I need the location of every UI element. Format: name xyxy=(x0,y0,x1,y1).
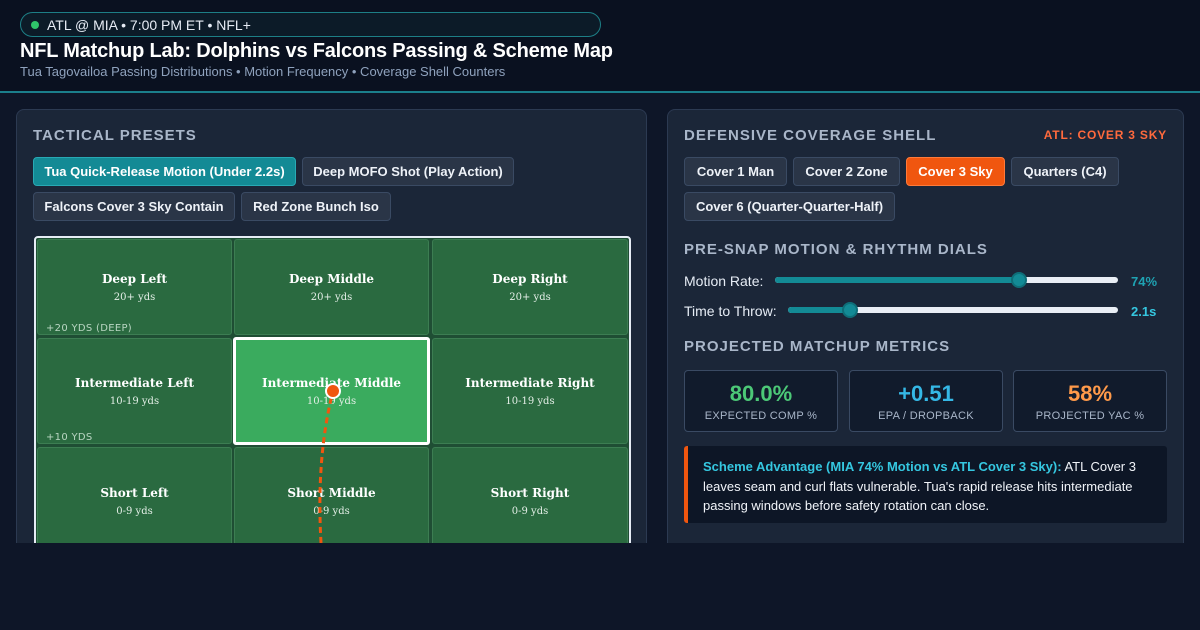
metric-expected-comp: 80.0% EXPECTED COMP % xyxy=(684,370,838,432)
yard-marker-deep: +20 YDS (DEEP) xyxy=(46,323,132,334)
time-to-throw-slider[interactable] xyxy=(788,302,1118,318)
metric-projected-yac-value: 58% xyxy=(1067,380,1113,406)
zone-short-middle[interactable]: Short Middle 0-9 yds xyxy=(234,447,429,554)
metric-epa-dropback: +0.51 EPA / DROPBACK xyxy=(849,370,1003,432)
zone-short-left[interactable]: Short Left 0-9 yds xyxy=(37,447,232,554)
motion-rate-value: 74% xyxy=(1131,274,1158,289)
zone-short-middle-range: 0-9 yds xyxy=(313,505,350,517)
pass-route-path xyxy=(318,390,335,544)
game-info-badge: ATL @ MIA • 7:00 PM ET • NFL+ xyxy=(20,12,601,37)
coverage-panel: DEFENSIVE COVERAGE SHELL ATL: COVER 3 SK… xyxy=(667,109,1184,559)
zone-deep-right-range: 20+ yds xyxy=(509,291,551,303)
zone-short-right-name: Short Right xyxy=(490,485,570,500)
metric-expected-comp-value: 80.0% xyxy=(729,380,793,406)
zone-intermediate-right-name: Intermediate Right xyxy=(465,375,595,390)
game-info-text: ATL @ MIA • 7:00 PM ET • NFL+ xyxy=(47,16,251,33)
metrics-title: PROJECTED MATCHUP METRICS xyxy=(684,338,951,355)
yard-marker-mid: +10 YDS xyxy=(46,432,93,443)
metric-expected-comp-label: EXPECTED COMP % xyxy=(704,409,818,422)
callout-body: ATL Cover 3 leaves seam and curl flats v… xyxy=(703,459,1136,513)
time-to-throw-label: Time to Throw: xyxy=(684,303,777,319)
motion-rate-label: Motion Rate: xyxy=(684,273,764,289)
header: ATL @ MIA • 7:00 PM ET • NFL+ NFL Matchu… xyxy=(0,0,1200,93)
motion-rate-slider[interactable] xyxy=(775,272,1118,288)
time-to-throw-thumb[interactable] xyxy=(842,302,858,318)
zone-intermediate-right-range: 10-19 yds xyxy=(505,395,555,407)
preset-red-zone-bunch-button[interactable]: Red Zone Bunch Iso xyxy=(241,192,391,221)
passing-field-map: Deep Left 20+ yds Deep Middle 20+ yds De… xyxy=(34,236,631,556)
dials-title: PRE-SNAP MOTION & RHYTHM DIALS xyxy=(684,241,988,258)
metric-projected-yac: 58% PROJECTED YAC % xyxy=(1013,370,1167,432)
motion-rate-thumb[interactable] xyxy=(1011,272,1027,288)
coverage-cover6-button[interactable]: Cover 6 (Quarter-Quarter-Half) xyxy=(684,192,895,221)
zone-deep-left-range: 20+ yds xyxy=(113,291,156,303)
pass-target-marker xyxy=(325,383,341,399)
zone-deep-middle[interactable]: Deep Middle 20+ yds xyxy=(234,239,429,335)
callout-lead: Scheme Advantage (MIA 74% Motion vs ATL … xyxy=(703,459,1062,474)
coverage-shell-badge: ATL: COVER 3 SKY xyxy=(1043,128,1167,142)
preset-cover3-contain-button[interactable]: Falcons Cover 3 Sky Contain xyxy=(33,192,235,221)
preset-quick-release-button[interactable]: Tua Quick-Release Motion (Under 2.2s) xyxy=(33,157,296,186)
zone-intermediate-left[interactable]: Intermediate Left 10-19 yds xyxy=(37,338,232,444)
pass-route-overlay xyxy=(318,383,341,544)
zone-short-right-range: 0-9 yds xyxy=(511,505,549,517)
coverage-cover1-button[interactable]: Cover 1 Man xyxy=(684,157,787,186)
live-dot-icon xyxy=(31,20,39,29)
presets-title: TACTICAL PRESETS xyxy=(33,127,197,144)
zone-short-right[interactable]: Short Right 0-9 yds xyxy=(432,447,628,554)
page-title: NFL Matchup Lab: Dolphins vs Falcons Pas… xyxy=(20,40,613,62)
coverage-title: DEFENSIVE COVERAGE SHELL xyxy=(684,127,937,144)
motion-rate-fill xyxy=(775,277,1019,283)
zone-short-middle-name: Short Middle xyxy=(287,485,376,500)
coverage-quarters-button[interactable]: Quarters (C4) xyxy=(1011,157,1119,186)
coverage-cover2-button[interactable]: Cover 2 Zone xyxy=(793,157,900,186)
tactical-presets-panel: TACTICAL PRESETS Tua Quick-Release Motio… xyxy=(16,109,647,559)
zone-deep-middle-range: 20+ yds xyxy=(310,291,353,303)
zone-deep-right-name: Deep Right xyxy=(492,271,568,286)
page-subtitle: Tua Tagovailoa Passing Distributions • M… xyxy=(20,64,506,79)
zone-intermediate-middle-name: Intermediate Middle xyxy=(261,375,402,390)
time-to-throw-fill xyxy=(788,307,850,313)
metric-epa-dropback-value: +0.51 xyxy=(898,380,954,406)
zone-deep-left-name: Deep Left xyxy=(101,271,168,286)
zone-deep-left[interactable]: Deep Left 20+ yds xyxy=(37,239,232,335)
zone-short-left-range: 0-9 yds xyxy=(116,505,153,517)
metric-projected-yac-label: PROJECTED YAC % xyxy=(1035,409,1145,422)
preset-deep-mofo-button[interactable]: Deep MOFO Shot (Play Action) xyxy=(302,157,514,186)
zone-intermediate-right[interactable]: Intermediate Right 10-19 yds xyxy=(432,338,628,444)
time-to-throw-value: 2.1s xyxy=(1131,304,1157,319)
zone-intermediate-left-range: 10-19 yds xyxy=(109,395,160,407)
zone-intermediate-left-name: Intermediate Left xyxy=(74,375,195,390)
page-footer-band xyxy=(0,543,1200,630)
zone-short-left-name: Short Left xyxy=(100,485,169,500)
coverage-cover3-sky-button[interactable]: Cover 3 Sky xyxy=(906,157,1005,186)
zone-deep-right[interactable]: Deep Right 20+ yds xyxy=(432,239,628,335)
metric-epa-dropback-label: EPA / DROPBACK xyxy=(878,409,974,422)
zone-deep-middle-name: Deep Middle xyxy=(288,271,375,286)
scheme-advantage-callout: Scheme Advantage (MIA 74% Motion vs ATL … xyxy=(684,446,1167,523)
